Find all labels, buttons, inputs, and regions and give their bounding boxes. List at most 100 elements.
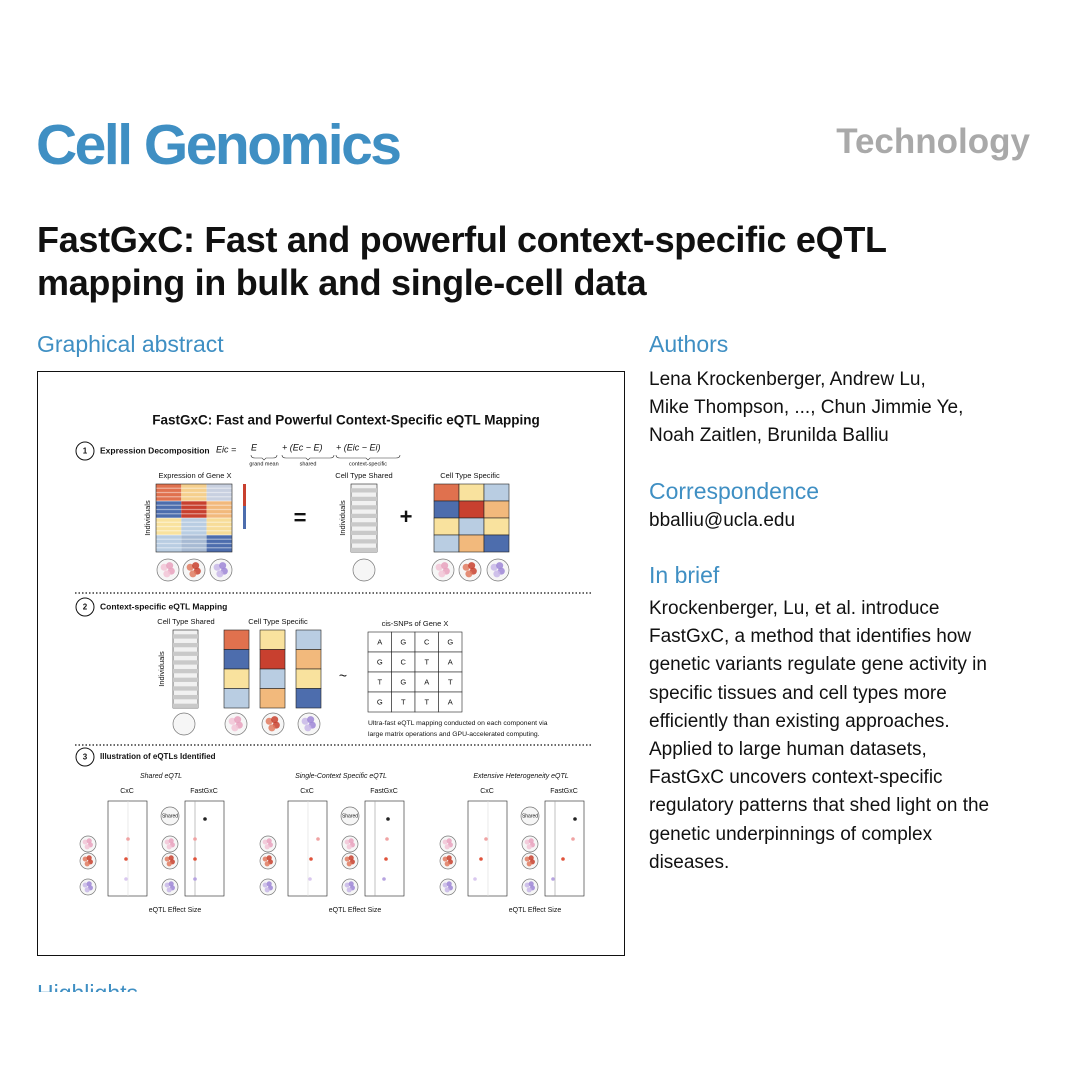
- cell: [173, 703, 198, 708]
- section-heading: Highlights: [37, 980, 337, 992]
- brace: [335, 454, 401, 461]
- figure-text: G: [447, 637, 453, 646]
- cell-blob: [231, 724, 239, 732]
- cell: [206, 518, 232, 535]
- cell-blob: [84, 887, 90, 893]
- figure-text: Cell Type Shared: [157, 617, 214, 626]
- figure-text: Eic =: [216, 444, 236, 454]
- figure-text: context-specific: [349, 461, 387, 467]
- cell-blob: [444, 844, 450, 850]
- cell-blob: [265, 717, 273, 725]
- effect-dot: [126, 837, 130, 841]
- figure-text: FastGxC: Fast and Powerful Context-Speci…: [152, 413, 540, 428]
- cell-blob: [262, 882, 268, 888]
- cell-blob: [446, 838, 452, 844]
- cell-blob: [346, 844, 352, 850]
- cell-icon: [172, 712, 196, 736]
- cell: [173, 634, 198, 639]
- figure-text: CxC: [300, 788, 314, 795]
- figure-text: Cell Type Specific: [248, 617, 308, 626]
- effect-dot: [479, 857, 483, 861]
- figure-text: Cell Type Shared: [335, 471, 392, 480]
- cell-blob: [442, 856, 448, 862]
- section-heading: Correspondence: [649, 478, 820, 504]
- cell-blob: [528, 881, 534, 887]
- effect-dot: [473, 877, 477, 881]
- cell: [458, 534, 485, 553]
- cell: [173, 642, 198, 648]
- cell-blob: [348, 881, 354, 887]
- figure-text: Expression Decomposition: [100, 445, 210, 455]
- cell-blob: [496, 562, 504, 570]
- figure-text: E: [251, 442, 258, 452]
- effect-dot: [193, 837, 197, 841]
- email: bballiu@ucla.edu: [649, 510, 796, 531]
- cell: [173, 660, 198, 665]
- figure-text: +: [400, 504, 413, 529]
- cell-blob: [465, 570, 473, 578]
- cell-blob: [84, 844, 90, 850]
- effect-dot: [573, 817, 577, 821]
- cell-blob: [301, 717, 309, 725]
- cell: [173, 668, 198, 674]
- cell: [433, 483, 460, 502]
- cell: [156, 535, 182, 552]
- cell-blob: [84, 861, 90, 867]
- effect-dot: [561, 857, 565, 861]
- in-brief-line: efficiently than existing approaches.: [649, 710, 950, 732]
- cell-blob: [168, 855, 174, 861]
- cell: [156, 518, 182, 535]
- author-line: Lena Krockenberger, Andrew Lu,: [649, 369, 926, 390]
- cell-blob: [348, 855, 354, 861]
- figure-text: Extensive Heterogeneity eQTL: [473, 773, 568, 780]
- cell-blob: [526, 844, 532, 850]
- figure-text: CxC: [120, 788, 134, 795]
- cell-blob: [213, 563, 221, 571]
- cell-blob: [444, 887, 450, 893]
- figure-text: ~: [339, 668, 347, 684]
- figure-text: eQTL Effect Size: [329, 907, 382, 914]
- cell-blob: [234, 716, 242, 724]
- cell-blob: [228, 717, 236, 725]
- cell-blob: [307, 716, 315, 724]
- figure-text: eQTL Effect Size: [149, 907, 202, 914]
- cell: [458, 500, 485, 519]
- cell: [173, 677, 198, 682]
- cell-blob: [346, 887, 352, 893]
- cell: [287, 800, 328, 897]
- effect-dot: [385, 837, 389, 841]
- cell: [206, 535, 232, 552]
- cell-blob: [160, 563, 168, 571]
- cell-blob: [468, 562, 476, 570]
- cell: [259, 649, 286, 670]
- cell: [295, 629, 322, 650]
- cell-blob: [164, 839, 170, 845]
- cell-blob: [192, 562, 200, 570]
- cell-blob: [438, 570, 446, 578]
- effect-dot: [382, 877, 386, 881]
- figure-text: Individuals: [157, 651, 166, 687]
- figure-text: Shared: [522, 813, 538, 819]
- cell: [483, 483, 510, 502]
- figure-text: Context-specific eQTL Mapping: [100, 601, 227, 611]
- cell-blob: [524, 839, 530, 845]
- cell-blob: [262, 839, 268, 845]
- cell-blob: [490, 563, 498, 571]
- figure-text: Ultra-fast eQTL mapping conducted on eac…: [368, 720, 548, 727]
- cell-blob: [446, 855, 452, 861]
- section-heading: In brief: [649, 562, 720, 588]
- effect-dot: [316, 837, 320, 841]
- figure-text: 1: [83, 447, 88, 456]
- cell: [458, 483, 485, 502]
- cell: [173, 686, 198, 691]
- cell: [351, 530, 377, 535]
- cell-blob: [528, 855, 534, 861]
- figure-text: =: [294, 505, 307, 530]
- in-brief-line: regulatory patterns that shed light on t…: [649, 795, 990, 817]
- figure-text: T: [424, 657, 429, 666]
- cell-blob: [493, 570, 501, 578]
- in-brief-line: diseases.: [649, 851, 730, 873]
- figure-text: FastGxC: [370, 788, 398, 795]
- cell-blob: [266, 855, 272, 861]
